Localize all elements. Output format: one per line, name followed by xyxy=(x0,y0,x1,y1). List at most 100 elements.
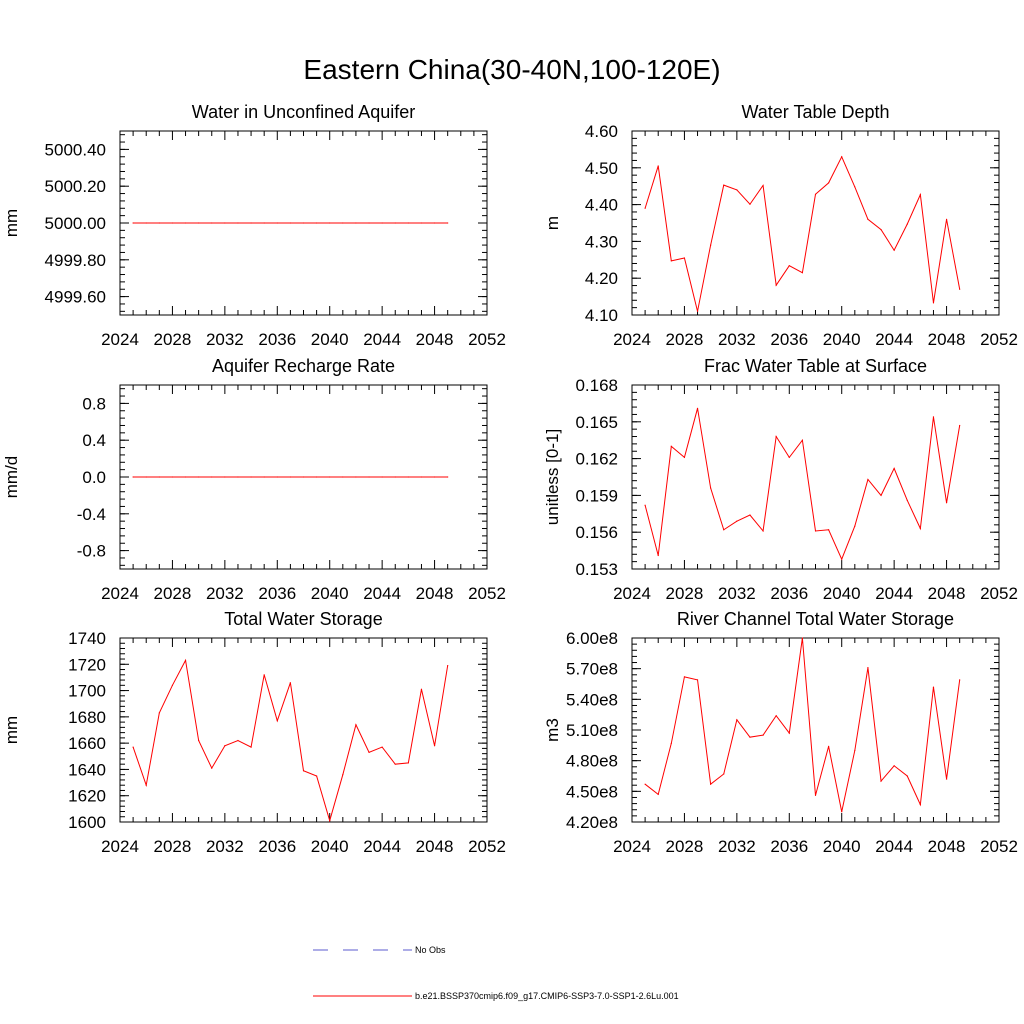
x-tick-label: 2028 xyxy=(666,584,704,603)
data-point xyxy=(723,529,725,531)
x-tick-label: 2044 xyxy=(875,584,913,603)
y-tick-label: 1620 xyxy=(68,787,106,806)
y-axis-label: mm xyxy=(2,209,21,237)
legend-label: No Obs xyxy=(415,945,446,955)
y-tick-label: 5000.00 xyxy=(45,214,106,233)
data-point xyxy=(670,445,672,447)
y-tick-label: 0.159 xyxy=(575,486,618,505)
y-tick-label: 1740 xyxy=(68,629,106,648)
y-tick-label: 0.153 xyxy=(575,560,618,579)
y-tick-label: 4.80e8 xyxy=(566,752,618,771)
data-point xyxy=(171,684,174,686)
data-point xyxy=(198,476,200,478)
x-tick-label: 2024 xyxy=(613,584,651,603)
data-point xyxy=(433,222,436,224)
data-point xyxy=(906,499,908,501)
data-point xyxy=(237,222,239,224)
data-point xyxy=(145,222,147,224)
data-point xyxy=(828,529,830,531)
data-point xyxy=(710,487,712,489)
data-point xyxy=(420,688,423,690)
legend: No Obs b.e21.BSSP370cmip6.f09_g17.CMIP6-S… xyxy=(313,945,679,1001)
y-tick-label: -0.4 xyxy=(77,505,106,524)
data-point xyxy=(302,476,305,478)
data-point xyxy=(447,222,449,224)
plot-frame xyxy=(119,637,488,823)
data-point xyxy=(880,780,882,782)
y-tick-label: 4.50 xyxy=(585,159,618,178)
data-point xyxy=(224,476,226,478)
data-point xyxy=(355,724,357,726)
data-point xyxy=(736,719,738,721)
y-axis-label: m3 xyxy=(543,718,562,742)
series-line xyxy=(132,658,449,823)
y-axis-label: mm xyxy=(2,716,21,744)
y-tick-label: 0.162 xyxy=(575,450,618,469)
x-tick-label: 2040 xyxy=(311,584,349,603)
data-point xyxy=(945,218,948,220)
y-tick-label: 6.00e8 xyxy=(566,629,618,648)
y-tick-label: 0.0 xyxy=(82,468,106,487)
x-tick-label: 2040 xyxy=(823,837,861,856)
data-point xyxy=(670,742,672,744)
data-point xyxy=(329,476,331,478)
data-point xyxy=(710,783,712,785)
data-point xyxy=(420,222,423,224)
x-tick-label: 2052 xyxy=(980,837,1018,856)
data-point xyxy=(723,184,725,186)
data-point xyxy=(132,746,134,748)
data-point xyxy=(433,476,436,478)
x-tick-label: 2036 xyxy=(258,837,296,856)
data-point xyxy=(762,184,764,187)
plot-frame xyxy=(631,384,1000,570)
data-point xyxy=(407,762,409,764)
data-point xyxy=(854,749,856,752)
data-point xyxy=(342,774,344,776)
panel-title: Water in Unconfined Aquifer xyxy=(192,102,415,122)
data-point xyxy=(198,739,200,742)
data-point xyxy=(644,504,646,506)
chart-panel-6: River Channel Total Water Storage 2024 202… xyxy=(543,609,1018,856)
data-point xyxy=(224,222,226,224)
y-axis-label: mm/d xyxy=(2,456,21,499)
x-tick-label: 2024 xyxy=(101,330,139,349)
x-tick-label: 2024 xyxy=(101,837,139,856)
data-point xyxy=(368,751,370,753)
x-tick-label: 2048 xyxy=(928,837,966,856)
data-point xyxy=(211,222,213,224)
x-tick-label: 2036 xyxy=(258,584,296,603)
data-point xyxy=(342,222,344,224)
chart-panel-2: Water Table Depth 2024 2028 2032 2036 2040 204… xyxy=(543,102,1018,349)
data-point xyxy=(211,476,213,478)
y-tick-label: 5.40e8 xyxy=(566,690,618,709)
y-tick-label: 5000.20 xyxy=(45,177,106,196)
y-tick-label: 1640 xyxy=(68,760,106,779)
y-tick-label: 0.168 xyxy=(575,376,618,395)
y-tick-label: 1600 xyxy=(68,813,106,832)
panel-title: Total Water Storage xyxy=(224,609,382,629)
data-point xyxy=(932,302,935,304)
data-point xyxy=(801,272,803,274)
data-point xyxy=(355,476,357,478)
data-point xyxy=(276,222,278,224)
x-tick-label: 2036 xyxy=(770,330,808,349)
data-point xyxy=(683,676,686,678)
data-point xyxy=(132,222,134,224)
x-tick-label: 2024 xyxy=(101,584,139,603)
data-point xyxy=(184,222,187,224)
data-point xyxy=(316,775,318,777)
panel-title: Aquifer Recharge Rate xyxy=(212,356,395,376)
data-point xyxy=(394,476,396,478)
data-point xyxy=(828,745,830,747)
data-point xyxy=(132,476,134,478)
x-tick-label: 2052 xyxy=(468,837,506,856)
data-point xyxy=(171,476,174,478)
data-point xyxy=(407,476,409,478)
y-tick-label: 4.50e8 xyxy=(566,782,618,801)
data-point xyxy=(158,712,160,714)
y-tick-label: 0.165 xyxy=(575,413,618,432)
x-tick-label: 2028 xyxy=(666,330,704,349)
data-point xyxy=(263,476,265,478)
data-point xyxy=(880,494,882,496)
data-point xyxy=(289,476,291,478)
